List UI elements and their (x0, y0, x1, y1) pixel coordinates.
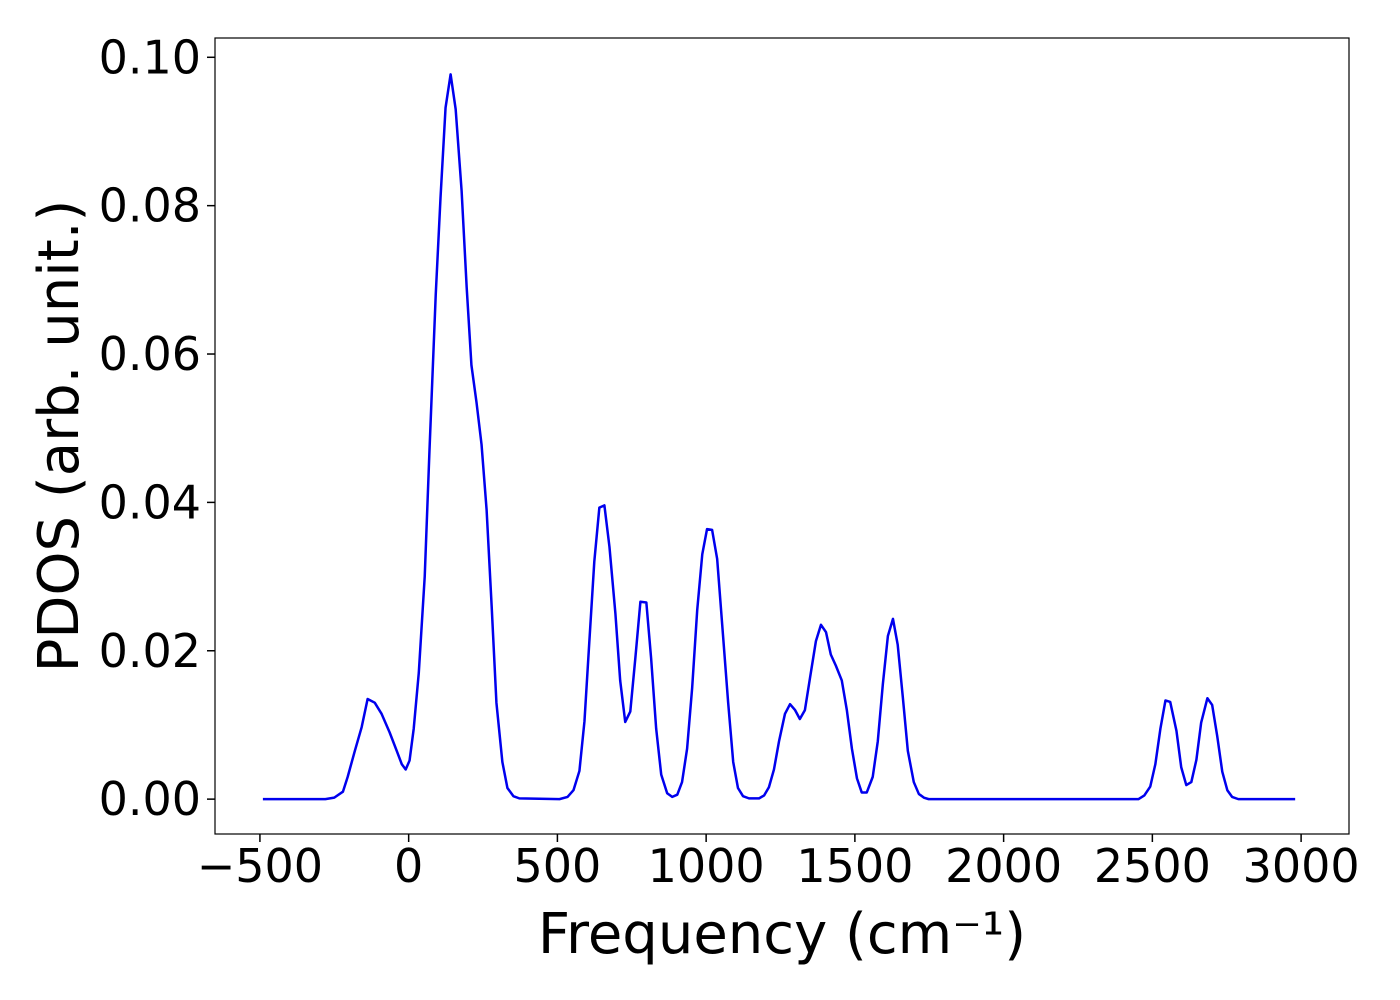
x-axis-label: Frequency (cm⁻¹) (538, 902, 1026, 967)
plot-frame (214, 37, 1350, 835)
y-tick-label: 0.08 (99, 179, 201, 233)
line (262, 73, 1296, 801)
x-tick-label: 3000 (1243, 839, 1360, 893)
x-tick-label: 1500 (796, 839, 913, 893)
y-tick-label: 0.04 (99, 475, 201, 529)
y-tick-label: 0.02 (99, 624, 201, 678)
x-tick-label: 2000 (945, 839, 1062, 893)
x-tick-label: 0 (394, 839, 423, 893)
x-tick-label: 1000 (648, 839, 765, 893)
y-tick-label: 0.00 (99, 772, 201, 826)
y-axis-label: PDOS (arb. unit.) (27, 200, 92, 673)
y-tick-label: 0.06 (99, 327, 201, 381)
x-tick-label: 2500 (1094, 839, 1211, 893)
y-tick-label: 0.10 (99, 30, 201, 84)
x-tick-label: 500 (513, 839, 601, 893)
x-tick-label: −500 (197, 839, 323, 893)
